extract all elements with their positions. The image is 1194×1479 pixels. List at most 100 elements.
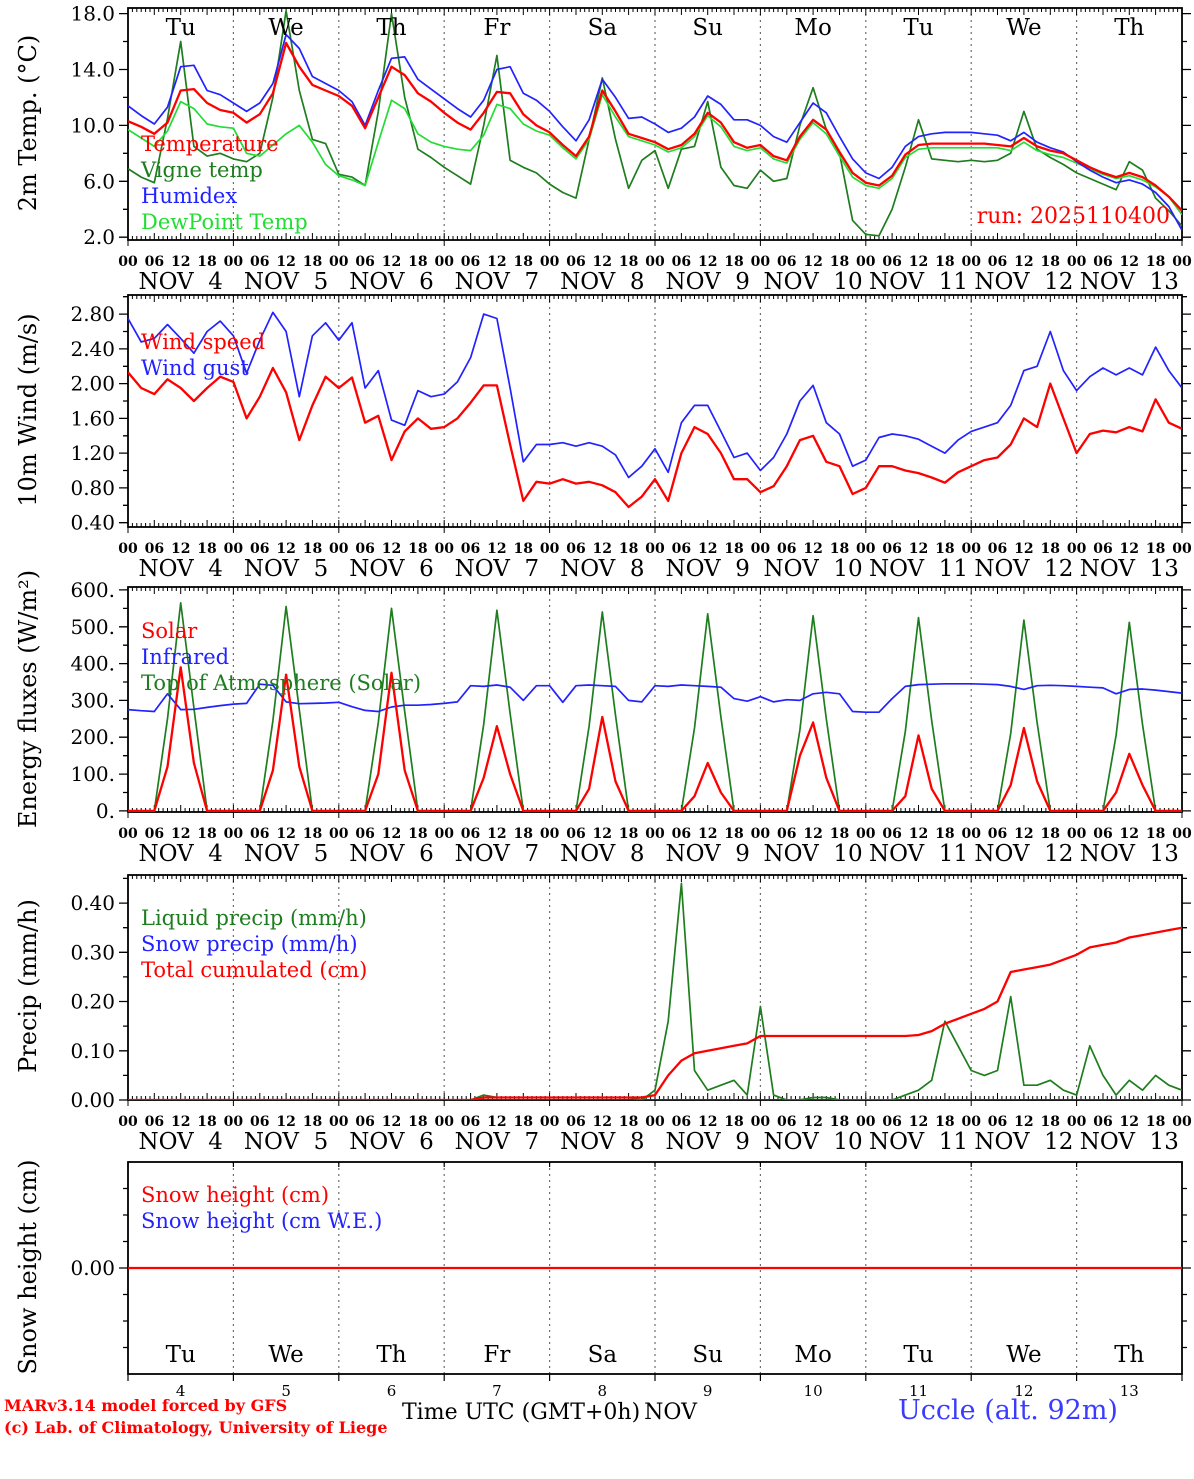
axis-label: 12 [487,826,506,842]
axis-label: 12 [382,826,401,842]
axis-label: NOV 4 [138,556,222,582]
axis-label: 500. [70,615,115,639]
axis-label: 00 [118,254,138,270]
axis-label: 9 [703,1382,713,1400]
axis-label: 00 [329,1114,349,1130]
axis-label: 06 [355,254,374,270]
axis-label: 00 [645,826,665,842]
series-Solar [128,666,1182,812]
axis-label: NOV 6 [349,556,433,582]
axis-label: NOV 8 [560,1129,644,1155]
axis-label: Th [1114,1342,1144,1368]
axis-label: 18 [724,826,743,842]
axis-label: 10 [804,1382,823,1400]
axis-label: 00 [1067,541,1087,557]
axis-label: 12 [382,254,401,270]
axis-label: 2.40 [70,337,115,361]
axis-label: NOV 4 [138,841,222,867]
axis-label: 11 [909,1382,928,1400]
axis-label: 00 [118,826,138,842]
axis-label: 18 [1146,826,1165,842]
axis-label: 300. [70,688,115,712]
series-Infrared [128,682,1182,714]
axis-label: Fr [483,1342,510,1368]
axis-label: 18 [303,826,322,842]
axis-label: NOV 7 [455,1129,539,1155]
axis-label: NOV 6 [349,1129,433,1155]
axis-label: 06 [461,1114,480,1130]
axis-label: 18 [724,1114,743,1130]
axis-label: NOV 9 [665,1129,749,1155]
axis-label: 06 [672,1114,691,1130]
axis-label: 06 [777,1114,796,1130]
axis-label: 00 [645,541,665,557]
axis-label: 00 [434,254,454,270]
axis-label: 18 [197,826,216,842]
axis-label: Th [376,15,406,41]
axis-label: 12 [1014,1114,1033,1130]
axis-label: 06 [777,541,796,557]
axis-label: 0.40 [70,891,115,915]
axis-label: 1.20 [70,441,115,465]
series-Total cumulated (cm) [128,926,1182,1100]
axis-label: 18 [408,541,427,557]
axis-label: 12 [593,1114,612,1130]
axis-label: NOV 5 [244,841,328,867]
axis-label: 06 [566,254,585,270]
axis-label: NOV 6 [349,841,433,867]
axis-label: 12 [487,254,506,270]
axis-label: NOV 13 [1080,556,1179,582]
axis-label: 12 [593,826,612,842]
axis-label: 06 [1093,541,1112,557]
axis-label: 06 [672,254,691,270]
axis-label: 6 [387,1382,397,1400]
axis-label: 13 [1120,1382,1139,1400]
axis-label: 12 [909,541,928,557]
axis-label: 18 [619,254,638,270]
axis-label: 600. [70,578,115,602]
axis-label: 06 [355,826,374,842]
series-DewPoint Temp [128,93,1182,216]
axis-label: NOV 5 [244,1129,328,1155]
axis-label: 18 [724,254,743,270]
axis-label: 06 [566,541,585,557]
axis-label: 06 [145,1114,164,1130]
axis-label: 18 [830,826,849,842]
axis-label: Tu [166,1342,196,1368]
panel-precipitation-series [128,882,1182,1100]
axis-label: 00 [1172,254,1192,270]
panel-temperature-series [128,9,1182,237]
axis-label: NOV 10 [764,1129,863,1155]
series-Wind gust [128,311,1182,479]
axis-label: 18 [408,1114,427,1130]
axis-label: 06 [882,826,901,842]
axis-label: 00 [540,254,560,270]
axis-label: NOV 9 [665,841,749,867]
axis-label: 00 [540,1114,560,1130]
axis-label: 400. [70,652,115,676]
axis-label: 06 [145,254,164,270]
axis-label: 06 [566,826,585,842]
axis-label: 00 [434,541,454,557]
axis-label: NOV 9 [665,269,749,295]
axis-label: NOV 12 [974,556,1073,582]
axis-label: 00 [540,541,560,557]
axis-label: 0.80 [70,476,115,500]
axis-label: 0.10 [70,1039,115,1063]
axis-label: NOV 4 [138,269,222,295]
axis-label: NOV 13 [1080,1129,1179,1155]
axis-label: 8 [598,1382,608,1400]
axis-label: NOV 13 [1080,269,1179,295]
axis-label: 00 [1172,541,1192,557]
axis-label: 0.40 [70,511,115,535]
axis-label: 12 [1014,541,1033,557]
axis-label: 0.30 [70,940,115,964]
axis-label: 06 [461,254,480,270]
axis-label: 12 [909,254,928,270]
axis-label: 00 [751,826,771,842]
axis-label: 00 [961,826,981,842]
axis-label: 12 [1014,1382,1033,1400]
axis-label: 00 [434,826,454,842]
